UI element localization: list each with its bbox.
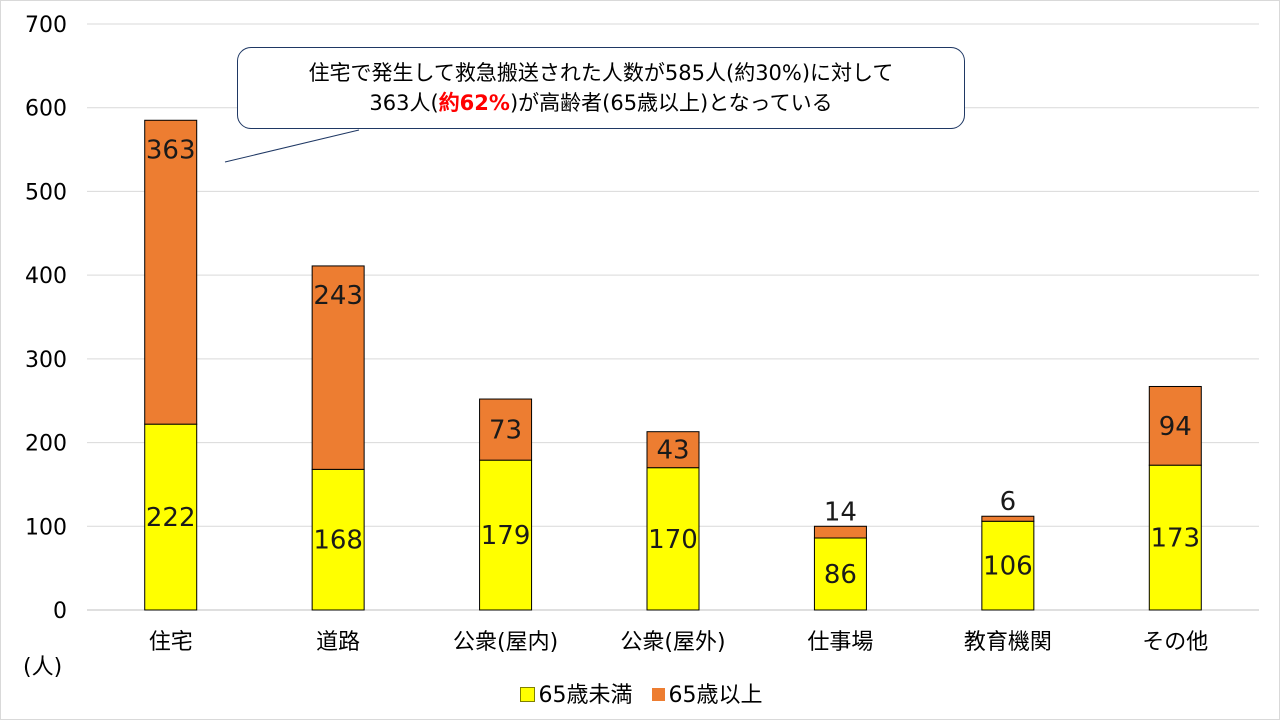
callout-highlight: 約62% (438, 91, 510, 115)
x-category-label: 公衆(屋内) (453, 630, 558, 655)
callout-text-before: 363人( (369, 91, 439, 115)
data-label-under-65: 86 (824, 560, 857, 590)
legend-item-65-plus: 65歳以上 (651, 677, 763, 709)
data-label-65-plus: 73 (489, 416, 522, 446)
bar-segment-under-65 (479, 459, 533, 611)
bar-segment-under-65 (646, 467, 700, 611)
y-tick-label: 500 (25, 180, 67, 205)
y-tick-label: 100 (25, 515, 67, 540)
bar-segment-65-plus (1148, 385, 1202, 466)
legend-swatch-under-65 (519, 686, 535, 702)
x-category-label: 公衆(屋外) (620, 630, 725, 655)
bar-segment-65-plus (479, 398, 533, 461)
bar-segment-under-65 (1148, 464, 1202, 611)
y-tick-label: 700 (25, 13, 67, 38)
data-label-under-65: 179 (481, 521, 531, 551)
data-label-under-65: 168 (313, 526, 363, 556)
y-axis-unit-label: (人) (23, 655, 63, 680)
callout-line-1: 住宅で発生して救急搬送された人数が585人(約30%)に対して (308, 61, 894, 85)
bar-segment-under-65 (311, 468, 365, 611)
data-label-65-plus: 43 (656, 436, 689, 466)
callout-text-after: )が高齢者(65歳以上)となっている (509, 91, 833, 115)
data-label-under-65: 170 (648, 525, 698, 555)
y-tick-label: 0 (53, 599, 67, 624)
x-axis-categories: 住宅 道路 公衆(屋内) 公衆(屋外) 仕事場 教育機関 その他 (149, 630, 1209, 655)
bars (144, 119, 1202, 611)
data-label-under-65: 173 (1150, 524, 1200, 554)
data-label-65-plus: 6 (1000, 487, 1017, 517)
data-label-under-65: 106 (983, 552, 1033, 582)
callout-annotation: 住宅で発生して救急搬送された人数が585人(約30%)に対して 363人(約62… (237, 47, 965, 129)
legend-label-65-plus: 65歳以上 (668, 683, 763, 708)
bar-segment-65-plus (813, 525, 867, 539)
bar-segment-under-65 (144, 423, 198, 611)
legend-item-under-65: 65歳未満 (519, 677, 633, 709)
bar-segment-65-plus (981, 515, 1035, 522)
y-axis-ticks: 0 100 200 300 400 500 600 700 (25, 13, 67, 624)
bar-segment-65-plus (646, 431, 700, 469)
data-labels: 222 363 168 243 179 73 170 43 86 14 106 6 173 94 (146, 135, 1200, 590)
data-label-65-plus: 243 (313, 281, 363, 311)
data-label-65-plus: 363 (146, 135, 196, 165)
bar-segment-65-plus (311, 265, 365, 470)
bar-segment-under-65 (813, 537, 867, 611)
x-category-label: 住宅 (149, 630, 193, 655)
bar-segment-under-65 (981, 520, 1035, 611)
legend-swatch-65-plus (651, 687, 665, 701)
callout-pointer (224, 129, 360, 163)
y-tick-label: 300 (25, 348, 67, 373)
callout-line-2: 363人(約62%)が高齢者(65歳以上)となっている (238, 88, 964, 118)
data-label-65-plus: 14 (824, 497, 857, 527)
bar-segment-65-plus (144, 119, 198, 425)
legend-label-under-65: 65歳未満 (538, 683, 633, 708)
data-label-65-plus: 94 (1159, 412, 1192, 442)
y-tick-label: 200 (25, 432, 67, 457)
data-label-under-65: 222 (146, 503, 196, 533)
x-category-label: 道路 (316, 630, 360, 655)
x-category-label: その他 (1142, 630, 1208, 655)
x-category-label: 教育機関 (964, 630, 1052, 655)
y-tick-label: 600 (25, 97, 67, 122)
y-tick-label: 400 (25, 264, 67, 289)
x-category-label: 仕事場 (807, 630, 873, 655)
legend: 65歳未満 65歳以上 (1, 677, 1280, 709)
